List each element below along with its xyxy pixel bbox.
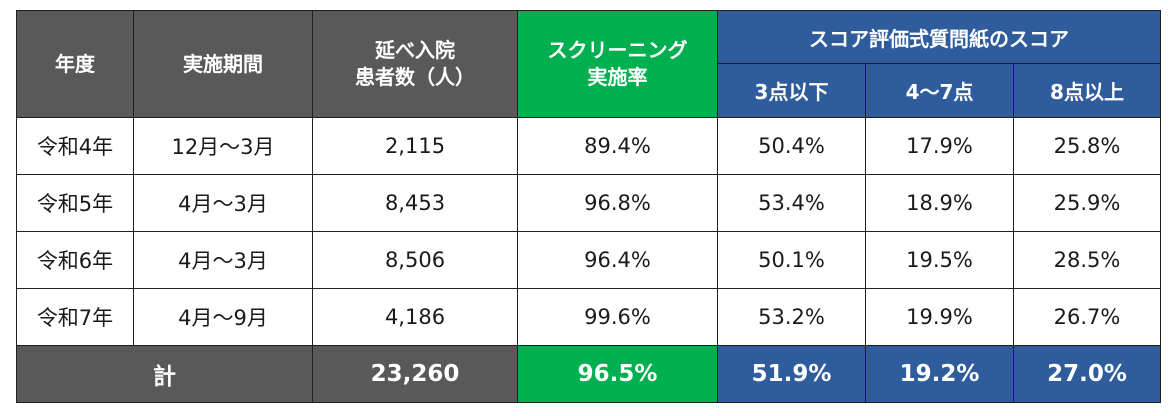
header-patients-line2: 患者数（人）: [355, 65, 475, 89]
cell-score-low: 50.1%: [717, 231, 866, 289]
header-score-high: 8点以上: [1013, 63, 1161, 118]
total-screening-rate: 96.5%: [517, 345, 718, 403]
cell-year: 令和6年: [16, 231, 134, 289]
screening-results-table: 年度 実施期間 延べ入院 患者数（人） スクリーニング 実施率 スコア評価式質問…: [16, 10, 1161, 403]
total-patients: 23,260: [312, 345, 518, 403]
cell-patients: 2,115: [312, 117, 518, 175]
table-row: 令和6年 4月～3月 8,506 96.4% 50.1% 19.5% 28.5%: [16, 231, 1161, 289]
table-row: 令和4年 12月～3月 2,115 89.4% 50.4% 17.9% 25.8…: [16, 117, 1161, 175]
header-screening-line1: スクリーニング: [547, 38, 688, 62]
cell-score-mid: 18.9%: [865, 174, 1014, 232]
cell-period: 12月～3月: [133, 117, 313, 175]
total-score-high: 27.0%: [1013, 345, 1161, 403]
header-row-2: 3点以下 4～7点 8点以上: [17, 63, 1161, 118]
cell-score-mid: 17.9%: [865, 117, 1014, 175]
header-fiscal-year: 年度: [16, 10, 134, 118]
cell-patients: 4,186: [312, 288, 518, 346]
total-score-mid: 19.2%: [865, 345, 1014, 403]
cell-score-high: 26.7%: [1013, 288, 1161, 346]
cell-score-high: 28.5%: [1013, 231, 1161, 289]
cell-period: 4月～3月: [133, 231, 313, 289]
table-row: 令和7年 4月～9月 4,186 99.6% 53.2% 19.9% 26.7%: [16, 288, 1161, 346]
cell-year: 令和5年: [16, 174, 134, 232]
cell-period: 4月～3月: [133, 174, 313, 232]
cell-period: 4月～9月: [133, 288, 313, 346]
table-row: 令和5年 4月～3月 8,453 96.8% 53.4% 18.9% 25.9%: [16, 174, 1161, 232]
header-patients-line1: 延べ入院: [375, 38, 455, 62]
cell-screening-rate: 89.4%: [517, 117, 718, 175]
cell-score-mid: 19.9%: [865, 288, 1014, 346]
cell-screening-rate: 96.4%: [517, 231, 718, 289]
header-period: 実施期間: [133, 10, 313, 118]
total-label: 計: [16, 345, 313, 403]
cell-score-high: 25.8%: [1013, 117, 1161, 175]
cell-screening-rate: 99.6%: [517, 288, 718, 346]
cell-year: 令和7年: [16, 288, 134, 346]
total-score-low: 51.9%: [717, 345, 866, 403]
cell-patients: 8,506: [312, 231, 518, 289]
cell-score-mid: 19.5%: [865, 231, 1014, 289]
cell-patients: 8,453: [312, 174, 518, 232]
header-patients: 延べ入院 患者数（人）: [312, 10, 518, 118]
header-score-group: スコア評価式質問紙のスコア: [717, 10, 1161, 64]
header-row-1: 年度 実施期間 延べ入院 患者数（人） スクリーニング 実施率 スコア評価式質問…: [16, 10, 1161, 118]
cell-year: 令和4年: [16, 117, 134, 175]
cell-score-low: 53.2%: [717, 288, 866, 346]
cell-score-low: 53.4%: [717, 174, 866, 232]
header-screening-line2: 実施率: [587, 65, 648, 89]
header-screening-rate: スクリーニング 実施率: [517, 10, 718, 118]
cell-score-low: 50.4%: [717, 117, 866, 175]
header-score-mid: 4～7点: [865, 63, 1014, 118]
cell-screening-rate: 96.8%: [517, 174, 718, 232]
total-row: 計 23,260 96.5% 51.9% 19.2% 27.0%: [16, 345, 1161, 403]
header-score-low: 3点以下: [717, 63, 866, 118]
cell-score-high: 25.9%: [1013, 174, 1161, 232]
